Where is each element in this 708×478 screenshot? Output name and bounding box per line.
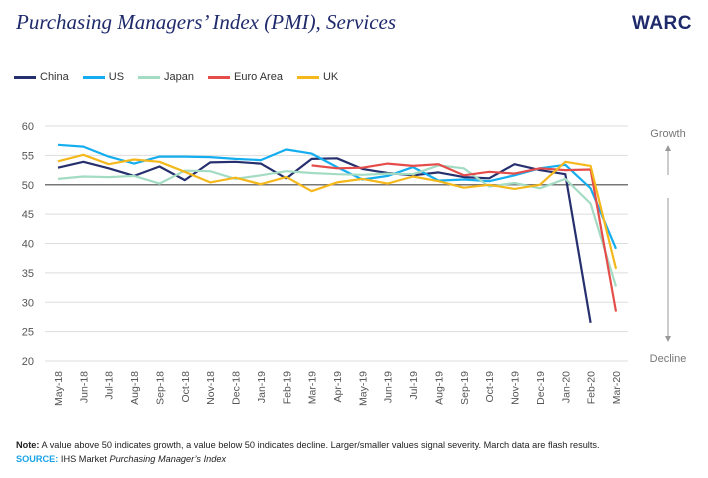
- legend: China US Japan Euro Area UK: [14, 71, 338, 83]
- legend-swatch: [208, 75, 231, 79]
- line-chart: 20 25 30 35 40 45 50 55 60 May-18 Jun-18 Jul-18 Aug-…: [22, 121, 687, 406]
- series-line-us: [57, 143, 618, 250]
- legend-swatch: [138, 75, 161, 79]
- legend-item: China: [14, 71, 69, 83]
- arrow-up-icon: [665, 145, 671, 151]
- y-tick-label: 40: [22, 239, 34, 251]
- legend-label: UK: [322, 71, 339, 83]
- x-tick-label: Nov-19: [510, 371, 522, 405]
- legend-label: China: [40, 71, 69, 83]
- source-label: SOURCE:: [16, 454, 59, 464]
- warc-logo: WARC: [631, 13, 692, 34]
- arrow-down-icon: [665, 336, 671, 342]
- y-tick-label: 45: [22, 209, 34, 221]
- x-tick-label: Aug-18: [129, 371, 141, 405]
- chart-title: Purchasing Managers’ Index (PMI), Servic…: [16, 10, 397, 34]
- x-tick-label: Sep-19: [459, 371, 471, 405]
- series-line-japan: [57, 164, 618, 287]
- x-tick-label: Dec-19: [535, 371, 547, 405]
- legend-label: Japan: [164, 71, 195, 83]
- legend-item: Japan: [138, 71, 194, 83]
- y-tick-label: 50: [22, 180, 34, 192]
- y-tick-label: 20: [22, 356, 34, 368]
- y-tick-label: 30: [22, 297, 34, 309]
- y-tick-label: 60: [22, 121, 34, 133]
- x-tick-label: Jul-18: [104, 371, 116, 400]
- legend-item: Euro Area: [208, 71, 283, 83]
- x-tick-label: Jan-20: [560, 371, 572, 403]
- x-tick-label: Jan-19: [256, 371, 268, 403]
- decline-label: Decline: [650, 353, 687, 365]
- legend-item: US: [82, 71, 125, 83]
- y-tick-label: 35: [22, 268, 34, 280]
- y-tick-label: 55: [22, 150, 34, 162]
- footer-note: Note: A value above 50 indicates growth,…: [16, 438, 600, 466]
- x-tick-label: Sep-18: [154, 371, 166, 405]
- x-tick-label: Feb-19: [281, 371, 293, 404]
- note-text: A value above 50 indicates growth, a val…: [39, 440, 600, 450]
- x-tick-label: Nov-18: [205, 371, 217, 405]
- x-tick-label: Aug-19: [433, 371, 445, 405]
- x-tick-label: Jun-19: [383, 371, 395, 403]
- x-tick-label: Mar-20: [611, 371, 623, 404]
- x-tick-label: May-18: [53, 371, 65, 406]
- series-line-uk: [57, 153, 618, 270]
- series-line-euro-area: [311, 162, 618, 312]
- legend-swatch: [82, 75, 105, 79]
- x-tick-label: Oct-19: [484, 371, 496, 403]
- x-tick-label: Dec-18: [231, 371, 243, 405]
- legend-swatch: [14, 75, 36, 79]
- note-label: Note:: [16, 440, 40, 450]
- legend-swatch: [296, 75, 319, 79]
- x-tick-label: Oct-18: [180, 371, 192, 403]
- x-tick-label: Jul-19: [408, 371, 420, 400]
- y-tick-label: 25: [22, 327, 34, 339]
- legend-item: UK: [296, 71, 339, 83]
- source-title: Purchasing Manager’s Index: [109, 454, 227, 464]
- x-tick-label: May-19: [357, 371, 369, 406]
- series-line-china: [57, 157, 592, 323]
- x-tick-label: Feb-20: [586, 371, 598, 404]
- x-tick-label: Apr-19: [332, 371, 344, 403]
- source-text: IHS Market: [58, 454, 110, 464]
- x-tick-label: Mar-19: [307, 371, 319, 404]
- legend-label: US: [108, 71, 125, 83]
- legend-label: Euro Area: [234, 71, 283, 83]
- x-tick-label: Jun-18: [78, 371, 90, 403]
- growth-label: Growth: [650, 128, 685, 140]
